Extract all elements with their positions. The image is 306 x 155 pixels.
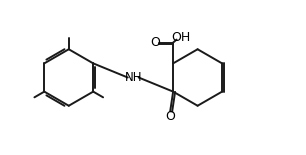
Text: NH: NH — [125, 71, 142, 84]
Text: O: O — [165, 110, 175, 123]
Text: OH: OH — [171, 31, 190, 44]
Text: O: O — [150, 36, 160, 49]
